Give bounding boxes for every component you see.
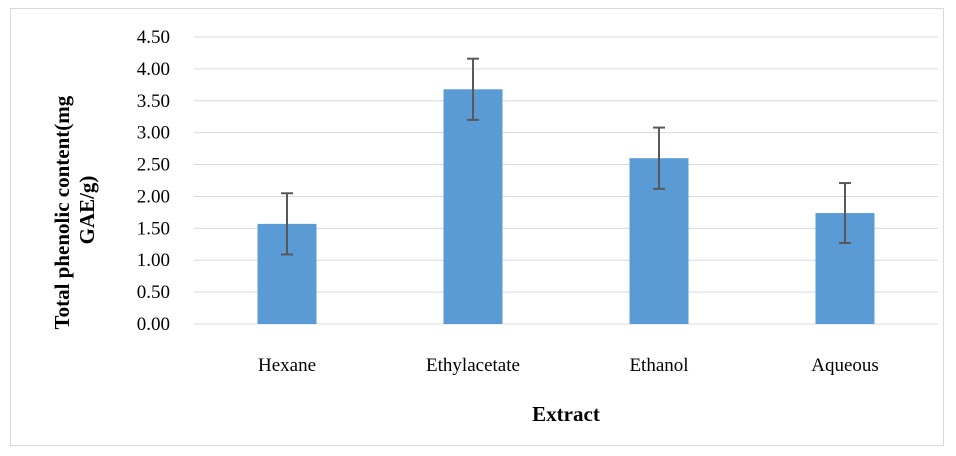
x-tick-label: Ethylacetate (426, 355, 520, 376)
gridlines (194, 36, 938, 325)
x-tick-label: Ethanol (629, 355, 688, 376)
error-bars (281, 57, 851, 256)
error-bar-ethylacetate (467, 57, 479, 121)
y-tick-label: 4.00 (137, 59, 170, 80)
bar-ethylacetate (443, 89, 503, 324)
y-axis-title-line-2: GAE/g) (75, 176, 99, 245)
y-tick-labels: 0.00 0.50 1.00 1.50 2.00 2.50 3.00 3.50 4.00 4.50 (137, 27, 170, 335)
y-axis-title: Total phenolic content(mg GAE/g) (50, 91, 99, 330)
x-tick-label: Aqueous (811, 355, 879, 376)
error-bar-ethanol (653, 126, 665, 190)
y-tick-label: 0.50 (137, 282, 170, 303)
y-tick-label: 1.00 (137, 250, 170, 271)
y-tick-label: 1.50 (137, 218, 170, 239)
y-tick-label: 3.50 (137, 91, 170, 112)
y-tick-label: 2.00 (137, 186, 170, 207)
x-tick-label: Hexane (258, 355, 316, 376)
error-bar-aqueous (839, 182, 851, 245)
y-tick-label: 0.00 (137, 314, 170, 335)
bars (257, 89, 875, 324)
y-tick-label: 3.00 (137, 123, 170, 144)
x-tick-labels: Hexane Ethylacetate Ethanol Aqueous (258, 355, 879, 376)
error-bar-hexane (281, 192, 293, 256)
y-tick-label: 4.50 (137, 27, 170, 48)
x-axis-title: Extract (532, 402, 600, 426)
y-tick-label: 2.50 (137, 155, 170, 176)
y-axis-title-line-1: Total phenolic content(mg (50, 95, 74, 329)
